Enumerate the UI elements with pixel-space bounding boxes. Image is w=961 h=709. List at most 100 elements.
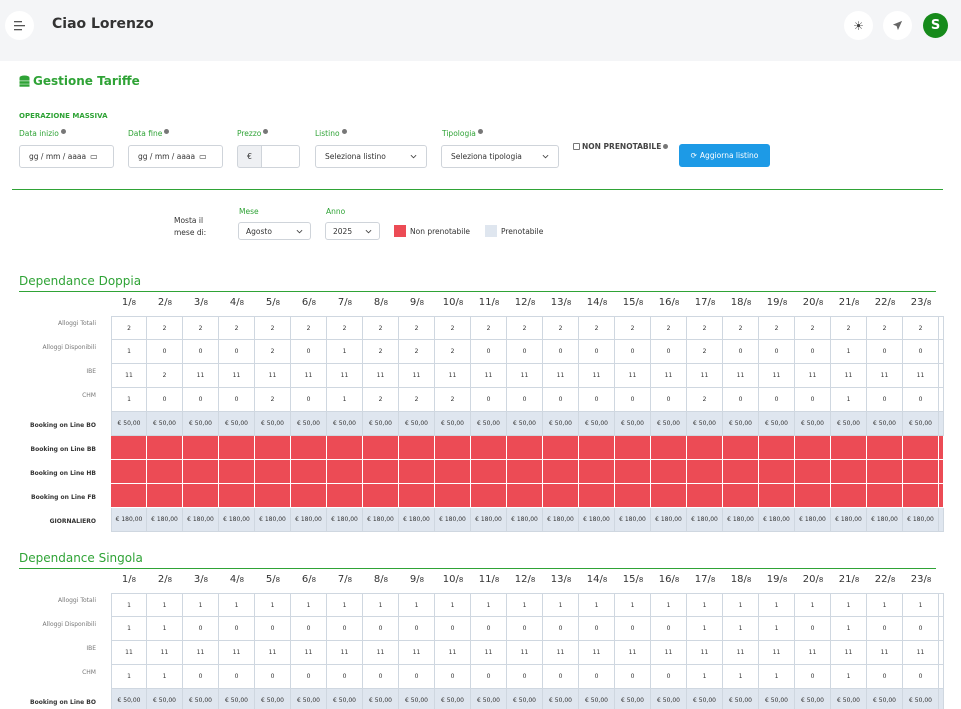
tariff-cell[interactable]: 2 <box>111 316 147 340</box>
tariff-cell[interactable]: 1 <box>543 593 579 617</box>
tariff-cell[interactable]: 1 <box>831 617 867 641</box>
tariff-cell[interactable]: 11 <box>615 364 651 388</box>
tariff-cell[interactable]: € 180,00 <box>831 508 867 532</box>
tariff-cell[interactable]: 11 <box>795 641 831 665</box>
tariff-cell[interactable]: € 50,00 <box>111 412 147 436</box>
tariff-cell[interactable] <box>111 484 147 508</box>
tariff-cell[interactable]: € 50,00 <box>831 412 867 436</box>
tariff-cell[interactable]: 1 <box>327 340 363 364</box>
tariff-cell[interactable] <box>939 364 944 388</box>
tariff-cell[interactable]: € 50,00 <box>291 412 327 436</box>
tariff-cell[interactable]: 11 <box>579 364 615 388</box>
tariff-cell[interactable]: € 50,00 <box>399 689 435 709</box>
tariff-cell[interactable]: € 180,00 <box>867 508 903 532</box>
tariff-cell[interactable]: 0 <box>759 340 795 364</box>
tariff-cell[interactable] <box>939 340 944 364</box>
tariff-cell[interactable]: 1 <box>759 617 795 641</box>
tariff-cell[interactable]: € 50,00 <box>507 689 543 709</box>
tariff-cell[interactable]: 2 <box>471 316 507 340</box>
tariff-cell[interactable]: 0 <box>471 665 507 689</box>
tariff-cell[interactable]: 11 <box>651 364 687 388</box>
tariff-cell[interactable] <box>399 436 435 460</box>
tariff-cell[interactable]: 2 <box>903 316 939 340</box>
tariff-cell[interactable]: € 50,00 <box>363 412 399 436</box>
tariff-cell[interactable]: 0 <box>579 665 615 689</box>
tariff-cell[interactable]: € 50,00 <box>723 412 759 436</box>
tariff-cell[interactable] <box>867 460 903 484</box>
tariff-cell[interactable]: 0 <box>795 388 831 412</box>
tariff-cell[interactable]: 2 <box>759 316 795 340</box>
tariff-cell[interactable]: 11 <box>723 364 759 388</box>
tariff-cell[interactable] <box>687 484 723 508</box>
tariff-cell[interactable]: 11 <box>471 641 507 665</box>
tariff-cell[interactable] <box>795 460 831 484</box>
tariff-cell[interactable]: 1 <box>111 593 147 617</box>
tariff-cell[interactable]: 0 <box>903 665 939 689</box>
tariff-cell[interactable]: 1 <box>111 388 147 412</box>
tariff-cell[interactable]: € 50,00 <box>543 412 579 436</box>
tariff-cell[interactable]: 11 <box>795 364 831 388</box>
tariff-cell[interactable]: € 180,00 <box>363 508 399 532</box>
tariff-cell[interactable]: 1 <box>147 593 183 617</box>
tariff-cell[interactable]: 2 <box>579 316 615 340</box>
tariff-cell[interactable]: 0 <box>471 388 507 412</box>
tariff-cell[interactable]: € 50,00 <box>219 689 255 709</box>
tariff-cell[interactable]: 0 <box>903 617 939 641</box>
tariff-cell[interactable] <box>147 436 183 460</box>
tariff-cell[interactable]: 0 <box>255 665 291 689</box>
tariff-cell[interactable]: 2 <box>615 316 651 340</box>
tariff-cell[interactable]: 2 <box>147 316 183 340</box>
tariff-cell[interactable]: 11 <box>867 364 903 388</box>
tariff-cell[interactable]: € 50,00 <box>507 412 543 436</box>
tariff-cell[interactable]: 0 <box>507 617 543 641</box>
tariff-cell[interactable]: 2 <box>363 340 399 364</box>
tariff-cell[interactable]: 0 <box>651 340 687 364</box>
tariff-cell[interactable]: € 50,00 <box>435 412 471 436</box>
end-date-input[interactable]: gg / mm / aaaa ▭ <box>128 145 223 168</box>
tariff-cell[interactable]: € 50,00 <box>147 412 183 436</box>
tariff-cell[interactable] <box>939 484 944 508</box>
tariff-cell[interactable]: € 180,00 <box>615 508 651 532</box>
tariff-cell[interactable] <box>579 484 615 508</box>
tariff-cell[interactable]: 0 <box>543 340 579 364</box>
tariff-cell[interactable]: 0 <box>507 665 543 689</box>
tariff-cell[interactable] <box>939 593 944 617</box>
tariff-cell[interactable] <box>363 436 399 460</box>
tariff-cell[interactable] <box>363 460 399 484</box>
tariff-cell[interactable]: 1 <box>759 665 795 689</box>
tariff-cell[interactable] <box>471 460 507 484</box>
tariff-cell[interactable] <box>219 460 255 484</box>
tariff-cell[interactable]: 0 <box>291 340 327 364</box>
tariff-cell[interactable]: € 180,00 <box>435 508 471 532</box>
tariff-cell[interactable]: 1 <box>687 665 723 689</box>
tariff-cell[interactable]: 0 <box>579 617 615 641</box>
tariff-cell[interactable]: € 180,00 <box>183 508 219 532</box>
tariff-cell[interactable]: 1 <box>183 593 219 617</box>
tariff-cell[interactable]: 11 <box>435 641 471 665</box>
tariff-cell[interactable]: 0 <box>615 388 651 412</box>
tariff-cell[interactable]: € 50,00 <box>867 412 903 436</box>
tariff-cell[interactable]: 1 <box>291 593 327 617</box>
tariff-cell[interactable]: 0 <box>903 340 939 364</box>
tariff-cell[interactable]: 11 <box>291 364 327 388</box>
tariff-cell[interactable]: 2 <box>219 316 255 340</box>
tariff-cell[interactable] <box>363 484 399 508</box>
tariff-cell[interactable]: 1 <box>327 388 363 412</box>
tariff-cell[interactable]: 1 <box>363 593 399 617</box>
tariff-cell[interactable] <box>147 460 183 484</box>
tariff-cell[interactable]: € 50,00 <box>615 412 651 436</box>
tariff-cell[interactable] <box>903 460 939 484</box>
year-select[interactable]: 2025 <box>325 222 380 240</box>
tariff-cell[interactable]: 0 <box>291 617 327 641</box>
tariff-cell[interactable]: 11 <box>543 641 579 665</box>
tariff-cell[interactable]: 1 <box>435 593 471 617</box>
tariff-cell[interactable] <box>939 689 944 709</box>
tariff-cell[interactable]: 0 <box>795 617 831 641</box>
tariff-cell[interactable]: 1 <box>507 593 543 617</box>
tariff-cell[interactable]: € 180,00 <box>651 508 687 532</box>
tariff-cell[interactable] <box>111 460 147 484</box>
tariff-cell[interactable] <box>291 436 327 460</box>
tariff-cell[interactable]: 11 <box>759 364 795 388</box>
tariff-cell[interactable] <box>255 460 291 484</box>
tariff-cell[interactable]: 0 <box>867 388 903 412</box>
